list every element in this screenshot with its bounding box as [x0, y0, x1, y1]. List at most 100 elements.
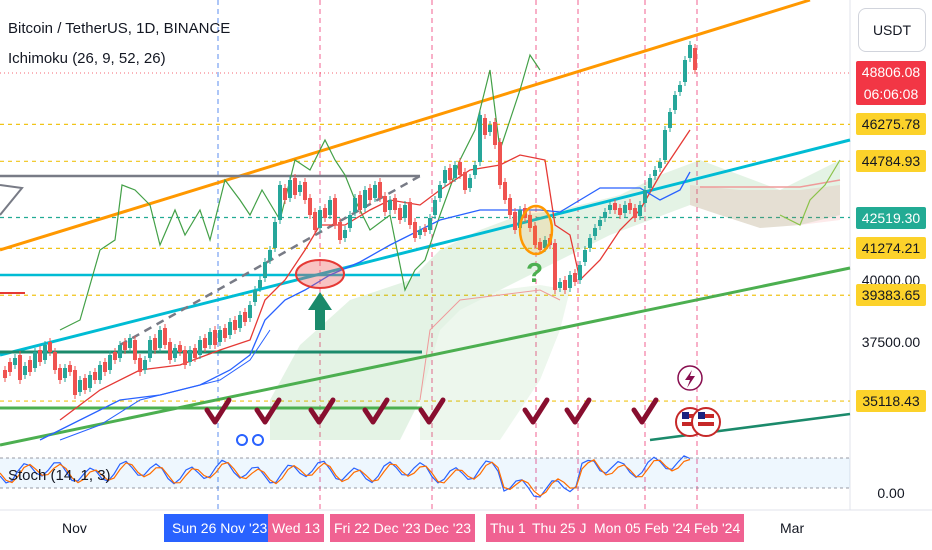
candle-body-22 — [113, 352, 117, 360]
candle-body-40 — [203, 338, 207, 348]
cyan-trend-line — [0, 138, 851, 357]
candle-body-125 — [628, 203, 632, 210]
candle-body-49 — [248, 305, 252, 318]
candle-body-137 — [688, 45, 692, 58]
candle-body-95 — [478, 115, 482, 162]
candle-body-42 — [213, 330, 217, 345]
marker-circle-1 — [236, 434, 248, 446]
candle-body-50 — [253, 290, 257, 302]
candle-body-17 — [88, 375, 92, 388]
ichimoku-cloud-lower — [420, 285, 570, 440]
candle-body-108 — [543, 240, 547, 248]
price-label-value: 42519.30 — [861, 209, 921, 226]
candle-body-92 — [463, 172, 467, 190]
candle-body-32 — [163, 328, 167, 345]
price-label-4: 41274.21 — [856, 237, 926, 260]
candle-body-71 — [358, 195, 362, 210]
currency-button[interactable]: USDT — [858, 8, 926, 52]
candle-body-43 — [218, 330, 222, 342]
stoch-label: Stoch (14, 1, 3) — [8, 467, 111, 484]
candle-body-73 — [368, 188, 372, 200]
candle-body-29 — [148, 340, 152, 358]
candle-body-63 — [318, 210, 322, 228]
candle-body-126 — [633, 208, 637, 218]
candle-body-103 — [518, 210, 522, 228]
candle-body-56 — [283, 188, 287, 200]
candle-body-30 — [153, 338, 157, 350]
time-label-0: Nov — [62, 520, 87, 536]
candle-body-91 — [458, 162, 462, 175]
ichimoku-cloud-red — [690, 185, 840, 228]
candle-body-102 — [513, 212, 517, 230]
green-lower-channel — [0, 266, 851, 447]
candle-body-7 — [38, 350, 42, 362]
checkmark-icon-1 — [254, 397, 282, 425]
stoch-band — [0, 458, 850, 488]
candle-body-0 — [3, 370, 7, 378]
candle-body-99 — [498, 142, 502, 185]
price-label-value: 46275.78 — [861, 116, 921, 133]
candle-body-11 — [58, 368, 62, 380]
candle-body-59 — [298, 185, 302, 192]
price-tick-0: 40000.00 — [861, 272, 921, 288]
candle-body-18 — [93, 372, 97, 380]
candle-body-28 — [143, 360, 147, 370]
candle-body-133 — [668, 112, 672, 128]
candle-body-25 — [128, 338, 132, 348]
us-flag-canton-0 — [682, 412, 689, 419]
candle-body-114 — [573, 273, 577, 282]
price-label-value: 39383.65 — [861, 287, 921, 304]
candle-body-55 — [278, 185, 282, 220]
price-label-3: 42519.30 — [856, 206, 926, 229]
candle-body-74 — [373, 185, 377, 198]
time-label-7: Mon 05 Feb '24 — [590, 514, 695, 542]
price-label-value: 44784.93 — [861, 153, 921, 170]
candle-body-79 — [398, 208, 402, 220]
candle-body-19 — [98, 365, 102, 380]
candle-body-113 — [568, 275, 572, 288]
candle-body-81 — [408, 202, 412, 225]
price-tick-2: 0.00 — [877, 485, 905, 501]
candle-body-93 — [468, 178, 472, 188]
candle-body-66 — [333, 198, 337, 225]
candle-body-3 — [18, 355, 22, 380]
candle-body-105 — [528, 215, 532, 228]
candle-body-24 — [123, 342, 127, 350]
time-label-9: Mar — [780, 520, 805, 536]
time-label-8: Feb '24 — [690, 514, 745, 542]
candle-body-51 — [258, 280, 262, 288]
price-label-value: 48806.08 — [861, 64, 921, 80]
candle-body-58 — [293, 178, 297, 195]
lagging-span-right — [779, 159, 841, 226]
us-flag-stripe2-0 — [682, 422, 698, 426]
candle-body-132 — [663, 130, 667, 160]
candle-body-54 — [273, 222, 277, 248]
candle-body-123 — [618, 208, 622, 215]
checkmark-icon-0 — [204, 397, 232, 425]
candle-body-6 — [33, 352, 37, 368]
tenkan-sen-line — [59, 129, 691, 421]
candle-body-64 — [323, 208, 327, 218]
candle-body-9 — [48, 342, 52, 352]
candle-body-98 — [493, 122, 497, 145]
price-tick-1: 37500.00 — [861, 334, 921, 350]
candle-body-80 — [403, 205, 407, 218]
highlight-ellipse — [295, 259, 345, 289]
candle-body-16 — [83, 378, 87, 390]
lightning-icon — [685, 370, 695, 388]
candle-body-97 — [488, 125, 492, 132]
time-label-5: Thu 1 — [486, 514, 530, 542]
candle-body-38 — [193, 348, 197, 358]
stoch-d-line — [0, 458, 691, 497]
checkmark-icon-2 — [308, 397, 336, 425]
candle-body-118 — [593, 228, 597, 236]
candle-body-76 — [383, 196, 387, 212]
us-flag-stripe-1 — [698, 414, 714, 418]
countdown-label: 06:06:08 — [863, 86, 919, 102]
candle-body-12 — [63, 368, 67, 378]
candle-body-82 — [413, 222, 417, 238]
candle-body-88 — [443, 170, 447, 183]
question-mark: ? — [526, 257, 543, 288]
candle-body-37 — [188, 350, 192, 362]
